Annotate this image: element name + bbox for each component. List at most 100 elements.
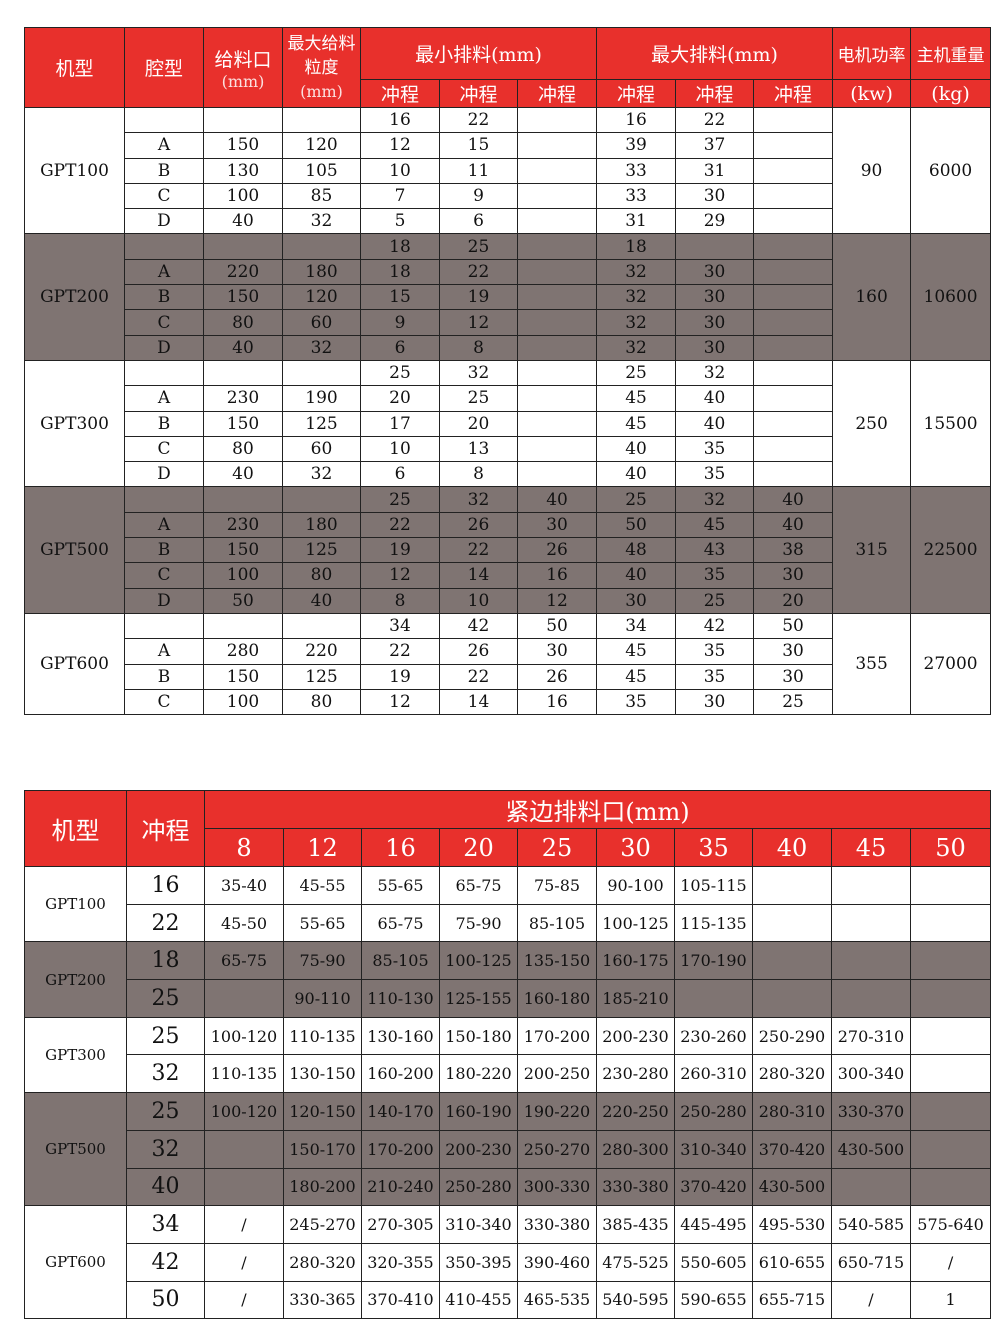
range-cell: 180-200 — [283, 1167, 362, 1207]
cavity-cell: C — [124, 309, 204, 336]
range-cell — [909, 1129, 992, 1169]
range-cell: 150-170 — [283, 1129, 362, 1169]
range-cell: 45-50 — [204, 903, 284, 943]
power-cell: 250 — [832, 359, 912, 488]
range-cell: 540-595 — [596, 1280, 675, 1320]
max-stroke-2-cell: 40 — [675, 385, 755, 412]
range-cell: 90-110 — [283, 979, 362, 1018]
max-feed-cell — [282, 233, 361, 260]
stroke-cell: 50 — [126, 1280, 205, 1320]
range-cell: 110-135 — [204, 1054, 284, 1094]
max-stroke-1-cell: 35 — [596, 688, 677, 716]
range-cell: 210-240 — [361, 1167, 440, 1207]
min-stroke-1-cell: 5 — [360, 208, 440, 235]
max-stroke-1-cell: 30 — [596, 587, 677, 614]
max-feed-cell: 120 — [282, 284, 361, 311]
range-cell: 130-150 — [283, 1054, 362, 1094]
range-cell: 200-230 — [439, 1129, 518, 1169]
table-row: 25 90-110 110-130 125-155 160-180 185-210 — [25, 979, 992, 1018]
min-stroke-1-cell: 19 — [360, 537, 440, 564]
range-cell: 320-355 — [361, 1242, 440, 1282]
max-stroke-3-cell — [753, 157, 834, 184]
range-cell — [909, 1167, 992, 1207]
min-stroke-2-cell: 15 — [439, 132, 518, 159]
max-stroke-2-cell: 30 — [675, 258, 755, 286]
header-power-unit: (kw) — [832, 79, 912, 108]
max-stroke-1-cell: 45 — [596, 638, 677, 665]
min-stroke-3-cell: 16 — [516, 562, 598, 589]
min-stroke-3-cell: 30 — [516, 511, 598, 539]
max-stroke-3-cell: 20 — [753, 587, 834, 614]
feed-opening-cell — [203, 359, 283, 387]
max-stroke-1-cell: 33 — [596, 182, 677, 210]
header-stroke: 冲程 — [675, 79, 755, 108]
min-stroke-2-cell: 20 — [439, 410, 518, 437]
min-stroke-1-cell: 25 — [360, 359, 440, 387]
max-stroke-2-cell: 30 — [675, 334, 755, 361]
range-cell: 190-220 — [517, 1092, 597, 1131]
range-cell: 430-500 — [831, 1129, 911, 1169]
range-cell — [204, 1129, 284, 1169]
range-cell: 75-90 — [283, 941, 362, 981]
max-stroke-3-cell — [753, 208, 834, 235]
range-cell: 575-640 — [909, 1205, 992, 1244]
range-cell: 385-435 — [596, 1205, 675, 1244]
min-stroke-1-cell: 16 — [360, 106, 440, 134]
feed-opening-cell: 100 — [203, 688, 283, 716]
range-cell: 390-460 — [517, 1242, 597, 1282]
header-size: 20 — [439, 828, 518, 867]
model-cell: GPT600 — [24, 612, 125, 716]
min-stroke-3-cell: 40 — [516, 486, 598, 513]
stroke-cell: 22 — [126, 903, 205, 943]
min-stroke-2-cell: 19 — [439, 284, 518, 311]
min-stroke-3-cell: 50 — [516, 612, 598, 640]
min-stroke-3-cell: 30 — [516, 638, 598, 665]
min-stroke-3-cell: 16 — [516, 688, 598, 716]
range-cell — [831, 866, 911, 905]
cavity-cell: D — [124, 587, 204, 614]
min-stroke-1-cell: 6 — [360, 334, 440, 361]
table-row: B 150 125 17 20 45 40 — [25, 410, 991, 437]
max-stroke-1-cell: 45 — [596, 410, 677, 437]
range-cell: 185-210 — [596, 979, 675, 1018]
max-feed-cell: 80 — [282, 688, 361, 716]
header-max-feed: 最大给料粒度 (mm) — [282, 27, 361, 108]
header-size: 40 — [752, 828, 832, 867]
max-feed-cell: 32 — [282, 461, 361, 488]
max-feed-cell — [282, 612, 361, 640]
max-stroke-2-cell: 37 — [675, 132, 755, 159]
cavity-cell: D — [124, 208, 204, 235]
table-row: GPT500 25 32 40 25 32 40 315 22500 — [24, 486, 992, 614]
range-cell: 110-135 — [283, 1016, 362, 1056]
stroke-cell: 25 — [126, 979, 205, 1018]
max-feed-cell: 85 — [282, 182, 361, 210]
table-row: GPT100 16 35-40 45-55 55-65 65-75 75-85 90-100 1… — [24, 865, 992, 943]
feed-opening-cell: 50 — [203, 587, 283, 614]
min-stroke-3-cell — [516, 106, 598, 134]
range-cell — [674, 979, 753, 1018]
feed-opening-cell: 150 — [203, 132, 283, 159]
max-feed-cell: 220 — [282, 638, 361, 665]
weight-cell: 27000 — [910, 612, 992, 716]
feed-opening-cell: 80 — [203, 309, 283, 336]
cavity-cell: C — [124, 562, 204, 589]
cavity-cell: C — [124, 435, 204, 463]
range-cell: 655-715 — [752, 1280, 832, 1320]
range-cell: 135-150 — [517, 941, 597, 981]
cavity-cell: B — [124, 284, 204, 311]
feed-opening-cell: 150 — [203, 410, 283, 437]
feed-opening-cell — [203, 106, 283, 134]
range-cell: 75-85 — [517, 866, 597, 905]
range-cell: 330-380 — [517, 1205, 597, 1244]
range-cell: 140-170 — [361, 1092, 440, 1131]
header-stroke: 冲程 — [439, 79, 518, 108]
cavity-cell — [124, 486, 204, 513]
range-cell: 310-340 — [439, 1205, 518, 1244]
min-stroke-1-cell: 10 — [360, 157, 440, 184]
cavity-cell: B — [124, 410, 204, 437]
table-row: GPT200 18 65-75 75-90 85-105 100-125 135-150 16… — [24, 941, 992, 1018]
range-cell: 180-220 — [439, 1054, 518, 1094]
max-feed-cell: 105 — [282, 157, 361, 184]
range-cell: 260-310 — [674, 1054, 753, 1094]
model-cell: GPT300 — [24, 359, 125, 488]
